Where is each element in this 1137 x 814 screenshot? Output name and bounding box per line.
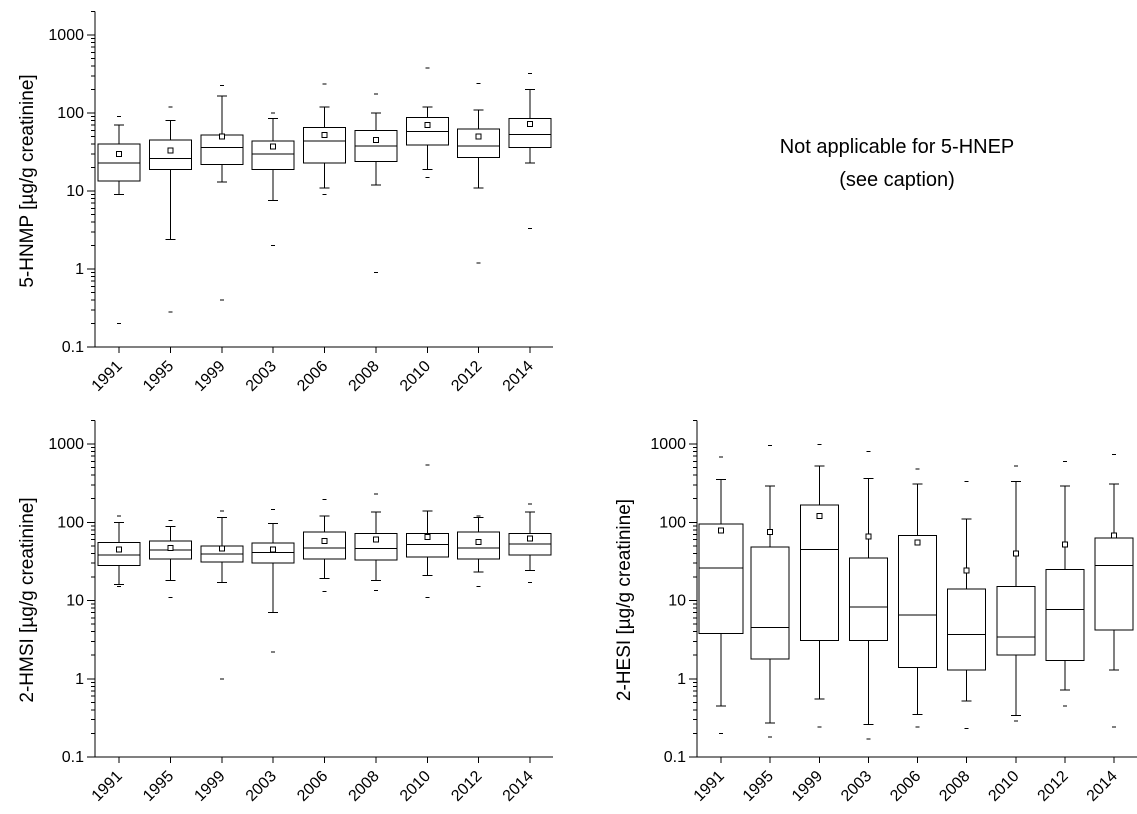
y-tick-label: 1 (75, 261, 84, 278)
box (898, 534, 937, 668)
mean-marker (767, 529, 774, 536)
y-tick-label: 0.1 (62, 749, 84, 766)
y-tick-label: 0.1 (664, 749, 686, 766)
x-tick-label: 2003 (243, 358, 280, 395)
box (148, 139, 192, 170)
x-tick-label: 1995 (140, 768, 177, 805)
x-tick-label: 1991 (89, 358, 126, 395)
y-axis-label: 5-HNMP [µg/g creatinine] (17, 74, 38, 287)
x-tick-label: 2012 (448, 358, 485, 395)
mean-marker (424, 533, 431, 540)
y-tick-label: 100 (57, 105, 84, 122)
box (848, 557, 888, 641)
x-tick-label: 1999 (191, 768, 228, 805)
y-axis-label: 2-HMSI [µg/g creatinine] (17, 497, 38, 702)
y-tick-label: 1 (75, 671, 84, 688)
y-axis-label: 2-HESI [µg/g creatinine] (614, 499, 635, 701)
y-tick-label: 1000 (650, 436, 686, 453)
box (457, 531, 501, 560)
box (405, 532, 449, 558)
y-tick-label: 1000 (48, 27, 84, 44)
x-tick-label: 2006 (887, 768, 924, 805)
mean-marker (167, 147, 174, 154)
x-tick-label: 1991 (691, 768, 728, 805)
x-tick-label: 2010 (397, 358, 434, 395)
y-tick-label: 0.1 (62, 339, 84, 356)
x-tick-label: 1991 (89, 768, 126, 805)
x-tick-label: 2010 (985, 768, 1022, 805)
y-tick-label: 10 (66, 183, 84, 200)
mean-marker (167, 544, 174, 551)
not-applicable-note: Not applicable for 5-HNEP (see caption) (780, 136, 1015, 191)
mean-marker (372, 536, 379, 543)
y-tick-label: 1 (677, 671, 686, 688)
x-tick-label: 1999 (191, 358, 228, 395)
x-tick-label: 2008 (346, 768, 383, 805)
x-tick-label: 2006 (294, 768, 331, 805)
mean-marker (218, 133, 225, 140)
mean-marker (527, 535, 533, 542)
mean-marker (475, 133, 482, 140)
box (698, 523, 744, 634)
box (251, 542, 295, 564)
y-tick-label: 10 (66, 593, 84, 610)
y-tick-label: 100 (659, 514, 686, 531)
y-tick-label: 10 (668, 593, 686, 610)
mean-marker (424, 122, 431, 129)
box (750, 546, 790, 660)
x-tick-label: 2003 (243, 768, 280, 805)
mean-marker (1012, 550, 1019, 557)
mean-marker (475, 538, 482, 545)
note-line-1: Not applicable for 5-HNEP (780, 136, 1015, 158)
box (799, 504, 839, 641)
box (303, 531, 346, 560)
mean-marker (218, 545, 225, 552)
x-tick-label: 2014 (1084, 768, 1121, 805)
mean-marker (865, 533, 872, 540)
x-tick-label: 2003 (838, 768, 875, 805)
mean-marker (1111, 532, 1117, 539)
mean-marker (372, 137, 379, 144)
box (996, 586, 1036, 656)
note-line-2: (see caption) (839, 169, 955, 191)
mean-marker (270, 143, 277, 150)
box (457, 128, 501, 158)
panel-2-hesi: 0.1 1 10 100 1000 2-HESI [µg/g creatinine] 199… (614, 419, 1137, 805)
x-tick-label: 2014 (500, 358, 537, 395)
y-tick-label: 100 (57, 514, 84, 531)
box (947, 588, 987, 671)
x-tick-label: 2008 (346, 358, 383, 395)
mean-marker (1061, 541, 1068, 548)
x-tick-label: 2006 (294, 358, 331, 395)
mean-marker (321, 537, 328, 544)
mean-marker (816, 513, 823, 520)
box (97, 542, 141, 567)
mean-marker (270, 546, 277, 553)
x-tick-label: 2012 (448, 768, 485, 805)
mean-marker (914, 539, 921, 546)
panel-5-hnmp: 0.1 1 10 100 1000 5-HNMP [µg/g creatinine] 199… (17, 11, 553, 395)
mean-marker (963, 567, 970, 574)
mean-marker (116, 546, 122, 553)
x-tick-label: 2012 (1035, 768, 1072, 805)
mean-marker (718, 527, 724, 534)
box (1094, 537, 1134, 631)
y-tick-label: 1000 (48, 436, 84, 453)
mean-marker (116, 150, 122, 157)
box (1045, 568, 1085, 662)
mean-marker (527, 121, 533, 128)
x-tick-label: 2008 (936, 768, 973, 805)
x-tick-label: 1995 (740, 768, 777, 805)
x-tick-label: 1999 (789, 768, 826, 805)
box (200, 134, 244, 165)
x-tick-label: 1995 (140, 358, 177, 395)
mean-marker (321, 132, 328, 139)
x-tick-label: 2010 (397, 768, 434, 805)
x-tick-label: 2014 (500, 768, 537, 805)
panel-2-hmsi: 0.1 1 10 100 1000 2-HMSI [µg/g creatinine] 199… (17, 419, 553, 805)
